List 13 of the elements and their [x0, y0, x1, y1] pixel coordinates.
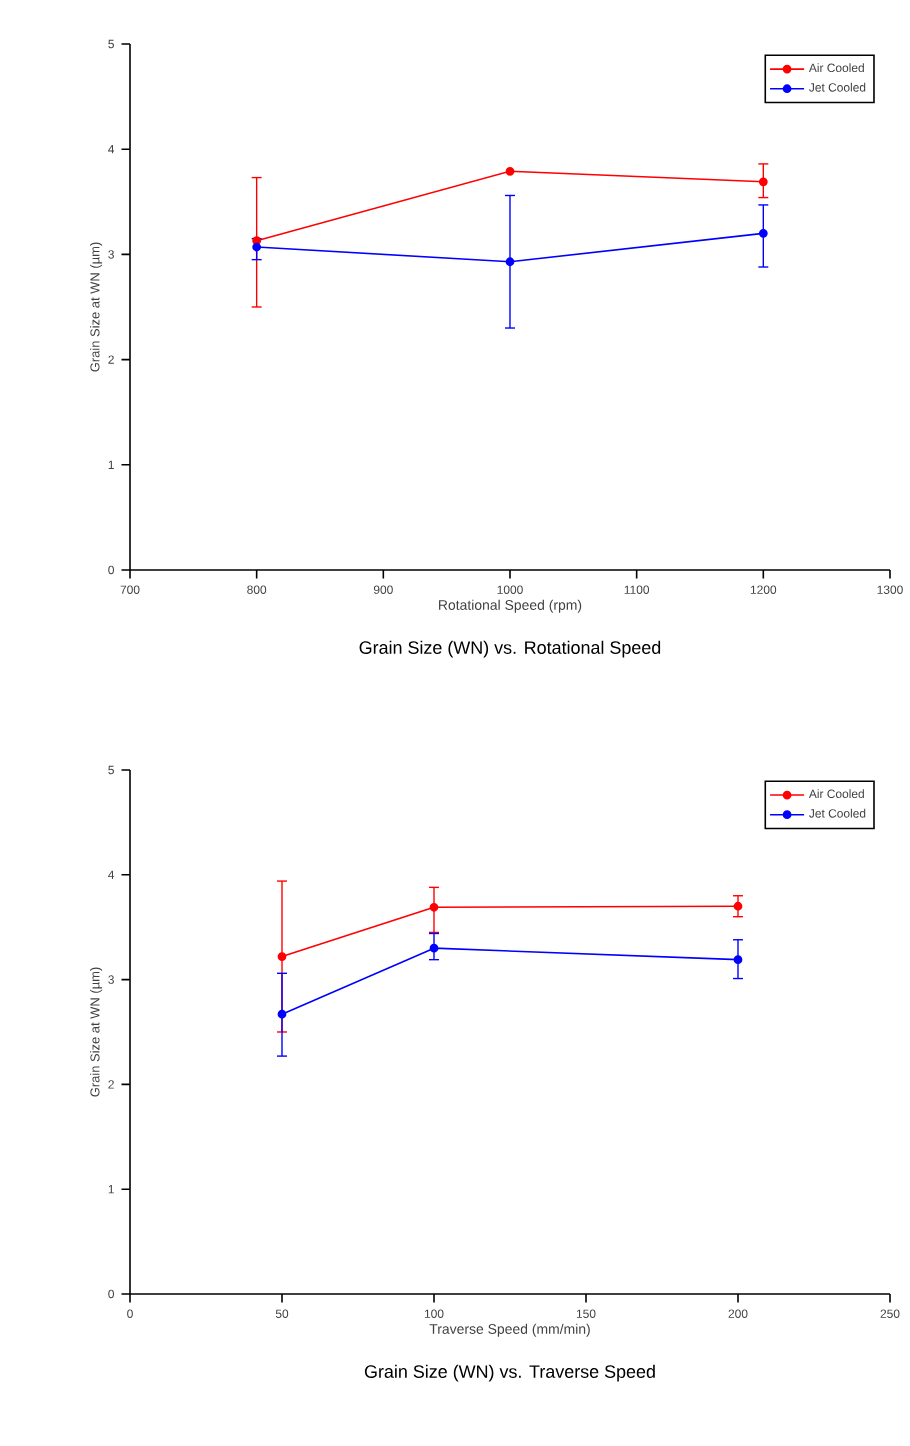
point — [252, 242, 262, 252]
point — [733, 901, 743, 911]
point — [277, 1009, 287, 1019]
point — [429, 943, 439, 953]
text: Grain Size (WN) vs. Rotational Speed — [359, 640, 661, 658]
point — [505, 166, 515, 176]
text: Grain Size (WN) vs. Traverse Speed — [364, 1364, 655, 1382]
point — [277, 952, 287, 961]
point — [429, 902, 439, 912]
point — [733, 955, 743, 965]
point — [505, 257, 515, 267]
point — [758, 228, 768, 238]
point — [758, 177, 768, 187]
